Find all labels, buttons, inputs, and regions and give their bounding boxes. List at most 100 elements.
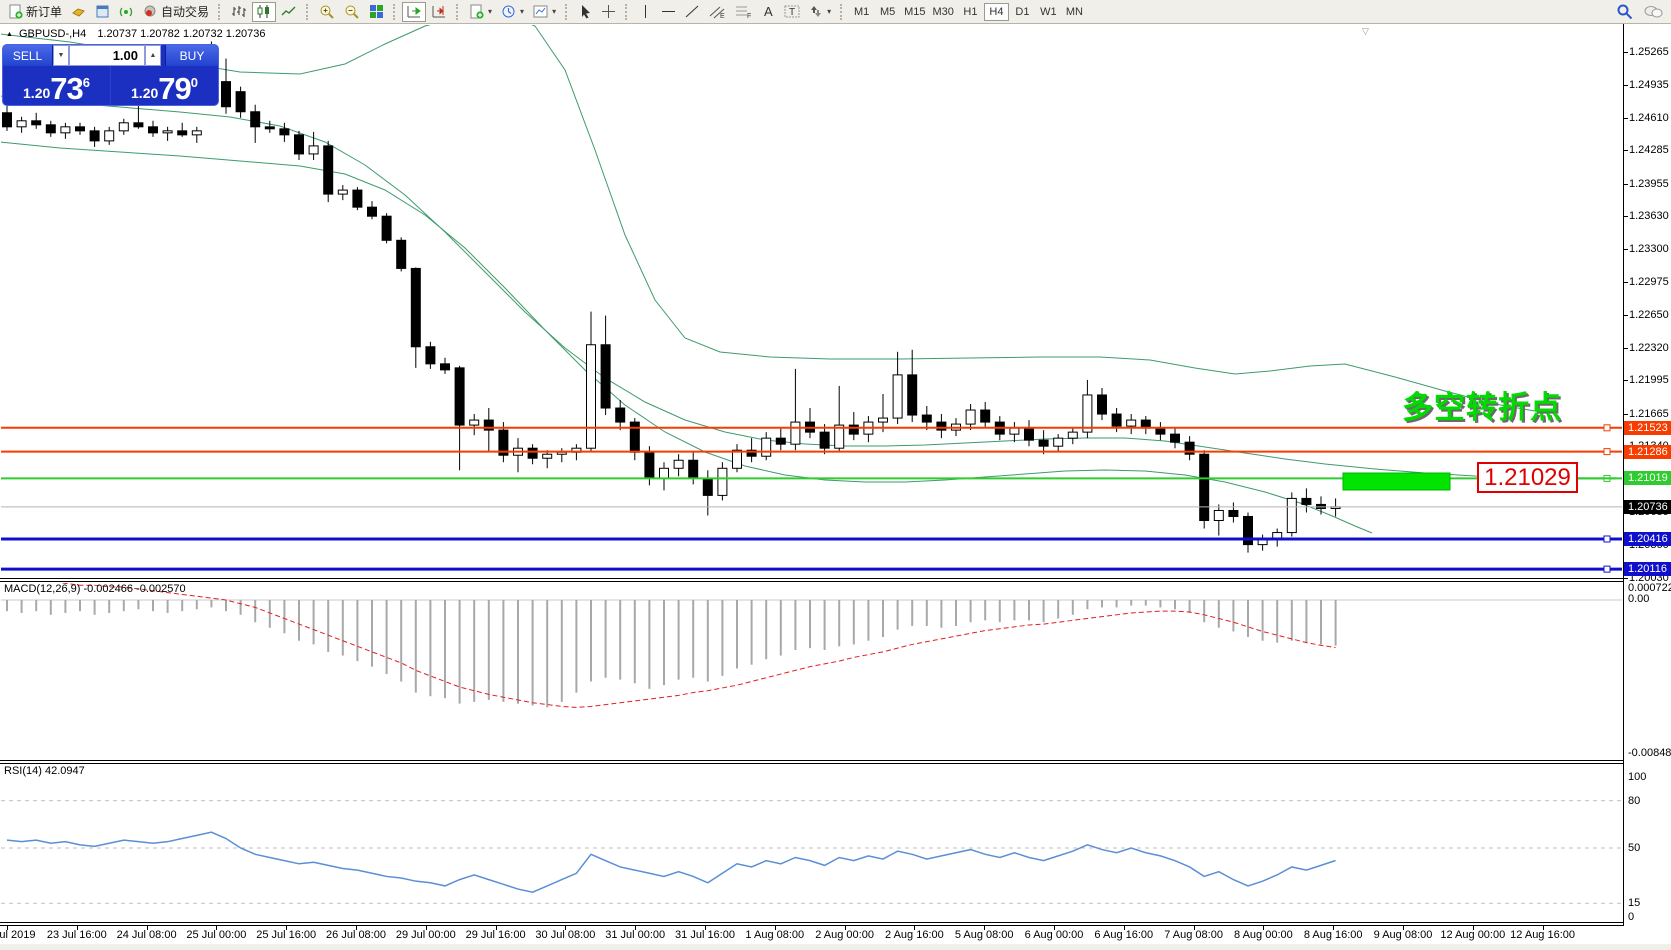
rsi-scale-label: 50 bbox=[1628, 842, 1641, 854]
timeframe-m15-button[interactable]: M15 bbox=[904, 5, 926, 18]
timeframe-m5-button[interactable]: M5 bbox=[879, 5, 896, 18]
volume-input[interactable]: 1.00 bbox=[69, 45, 145, 66]
periods-button[interactable]: ▾ bbox=[497, 2, 528, 22]
channel-button-icon: E bbox=[709, 4, 726, 19]
price-line-label[interactable]: 1.20116 bbox=[1624, 562, 1671, 577]
cursor-button[interactable] bbox=[574, 2, 596, 22]
fibonacci-button[interactable]: F bbox=[731, 2, 756, 22]
timeframe-m1-button[interactable]: M1 bbox=[853, 5, 870, 18]
chart-title: ▲ GBPUSD-,H4 1.20737 1.20782 1.20732 1.2… bbox=[6, 28, 266, 40]
price-line-label[interactable]: 1.20416 bbox=[1624, 531, 1671, 546]
pane-separator[interactable] bbox=[0, 581, 1624, 582]
volume-increase-button[interactable]: ▲ bbox=[145, 45, 161, 66]
candlestick bbox=[162, 130, 173, 134]
auto-scroll-button[interactable] bbox=[402, 1, 427, 22]
channel-button[interactable]: E bbox=[705, 2, 730, 22]
candlestick-chart-button[interactable] bbox=[252, 1, 277, 22]
arrows-button[interactable]: ▾ bbox=[805, 2, 835, 22]
candlestick bbox=[483, 419, 494, 431]
timeframe-m30-button[interactable]: M30 bbox=[932, 5, 954, 18]
candlestick bbox=[1024, 427, 1034, 441]
current-price-label: 1.20736 bbox=[1624, 499, 1671, 514]
pane-separator[interactable] bbox=[0, 760, 1624, 761]
candlestick bbox=[848, 424, 859, 435]
chart-shift-marker[interactable]: ▽ bbox=[1362, 26, 1369, 36]
templates-button[interactable]: ▾ bbox=[529, 2, 560, 22]
line-anchor-marker[interactable] bbox=[1603, 535, 1611, 543]
pane-separator[interactable] bbox=[0, 763, 1624, 764]
indicators-button[interactable]: ▾ bbox=[465, 2, 496, 22]
svg-text:T: T bbox=[789, 7, 795, 18]
new-order-button[interactable]: 新订单 bbox=[4, 2, 66, 22]
price-line-label[interactable]: 1.21523 bbox=[1624, 420, 1671, 435]
line-anchor-marker[interactable] bbox=[1603, 565, 1611, 573]
timeframe-d1-button[interactable]: D1 bbox=[1015, 5, 1030, 18]
trendline-button[interactable] bbox=[681, 2, 704, 22]
community-button[interactable] bbox=[1639, 2, 1667, 22]
bar-chart-button[interactable] bbox=[227, 2, 251, 22]
expand-triangle-icon[interactable]: ▲ bbox=[6, 31, 13, 38]
sell-price[interactable]: 1.20 73 6 bbox=[3, 66, 111, 105]
crosshair-button[interactable] bbox=[597, 2, 620, 22]
candlestick bbox=[702, 477, 713, 496]
window-edge bbox=[0, 944, 1671, 950]
time-tick-mark bbox=[1333, 926, 1335, 930]
candlestick bbox=[586, 344, 596, 449]
price-callout-label[interactable]: 1.21029 bbox=[1477, 462, 1578, 493]
time-tick-mark bbox=[76, 926, 78, 930]
pane-separator[interactable] bbox=[0, 578, 1624, 579]
price-tick-label: 1.21665 bbox=[1629, 407, 1669, 420]
price-tick-mark bbox=[1623, 216, 1628, 218]
vertical-line-button-icon bbox=[641, 4, 650, 19]
search-button[interactable] bbox=[1612, 2, 1638, 22]
highlight-rectangle-object[interactable] bbox=[1342, 472, 1451, 491]
line-anchor-marker[interactable] bbox=[1603, 448, 1611, 456]
auto-scroll-button-icon bbox=[406, 4, 422, 19]
vertical-line-button[interactable] bbox=[634, 2, 656, 22]
text-label-button[interactable]: T bbox=[780, 2, 804, 22]
market-watch-button[interactable] bbox=[91, 2, 114, 22]
candlestick bbox=[1009, 427, 1020, 435]
tile-windows-button[interactable] bbox=[365, 2, 388, 22]
macd-indicator-label: MACD(12,26,9) -0.002466 -0.002570 bbox=[4, 583, 186, 595]
candlestick bbox=[323, 145, 334, 195]
price-line-label[interactable]: 1.21286 bbox=[1624, 444, 1671, 459]
candlestick bbox=[1301, 497, 1312, 505]
autotrading-button[interactable]: 自动交易 bbox=[139, 2, 213, 22]
line-anchor-marker[interactable] bbox=[1603, 424, 1611, 432]
horizontal-line-button[interactable] bbox=[657, 2, 680, 22]
bollinger-middle-band bbox=[1, 95, 1531, 479]
signals-button[interactable] bbox=[115, 2, 138, 22]
text-button[interactable]: A bbox=[757, 2, 779, 22]
candlestick bbox=[148, 126, 158, 134]
chart-annotation-text[interactable]: 多空转折点 bbox=[1402, 390, 1562, 425]
sell-button[interactable]: SELL bbox=[3, 45, 53, 66]
timeframe-h1-button[interactable]: H1 bbox=[963, 5, 978, 18]
timeframe-w1-button[interactable]: W1 bbox=[1040, 5, 1057, 18]
zoom-out-button[interactable] bbox=[340, 2, 364, 22]
time-tick-mark bbox=[1054, 926, 1055, 930]
timeframe-mn-button[interactable]: MN bbox=[1065, 5, 1083, 18]
line-chart-button[interactable] bbox=[277, 2, 301, 22]
zoom-in-button[interactable] bbox=[315, 2, 339, 22]
time-tick-label: 12 Aug 16:00 bbox=[1510, 929, 1576, 941]
buy-button[interactable]: BUY bbox=[165, 45, 218, 66]
candlestick bbox=[717, 467, 728, 496]
price-line-label[interactable]: 1.21019 bbox=[1624, 471, 1671, 486]
autotrading-button-icon bbox=[143, 4, 158, 19]
price-tick-mark bbox=[1623, 347, 1628, 349]
rsi-scale-label: 100 bbox=[1628, 771, 1647, 783]
candlestick bbox=[615, 407, 626, 423]
bar-chart-button-icon bbox=[231, 4, 247, 19]
price-axis-line bbox=[1623, 24, 1624, 925]
time-tick-mark bbox=[286, 926, 288, 930]
volume-decrease-button[interactable]: ▼ bbox=[53, 45, 69, 66]
buy-price[interactable]: 1.20 79 0 bbox=[111, 66, 218, 105]
new-chart-button[interactable] bbox=[67, 2, 90, 22]
macd-scale-label: 0.00 bbox=[1628, 593, 1650, 605]
svg-text:A: A bbox=[764, 4, 773, 19]
chart-shift-button[interactable] bbox=[427, 2, 451, 22]
timeframe-h4-button[interactable]: H4 bbox=[983, 2, 1009, 21]
candlestick bbox=[118, 122, 129, 132]
